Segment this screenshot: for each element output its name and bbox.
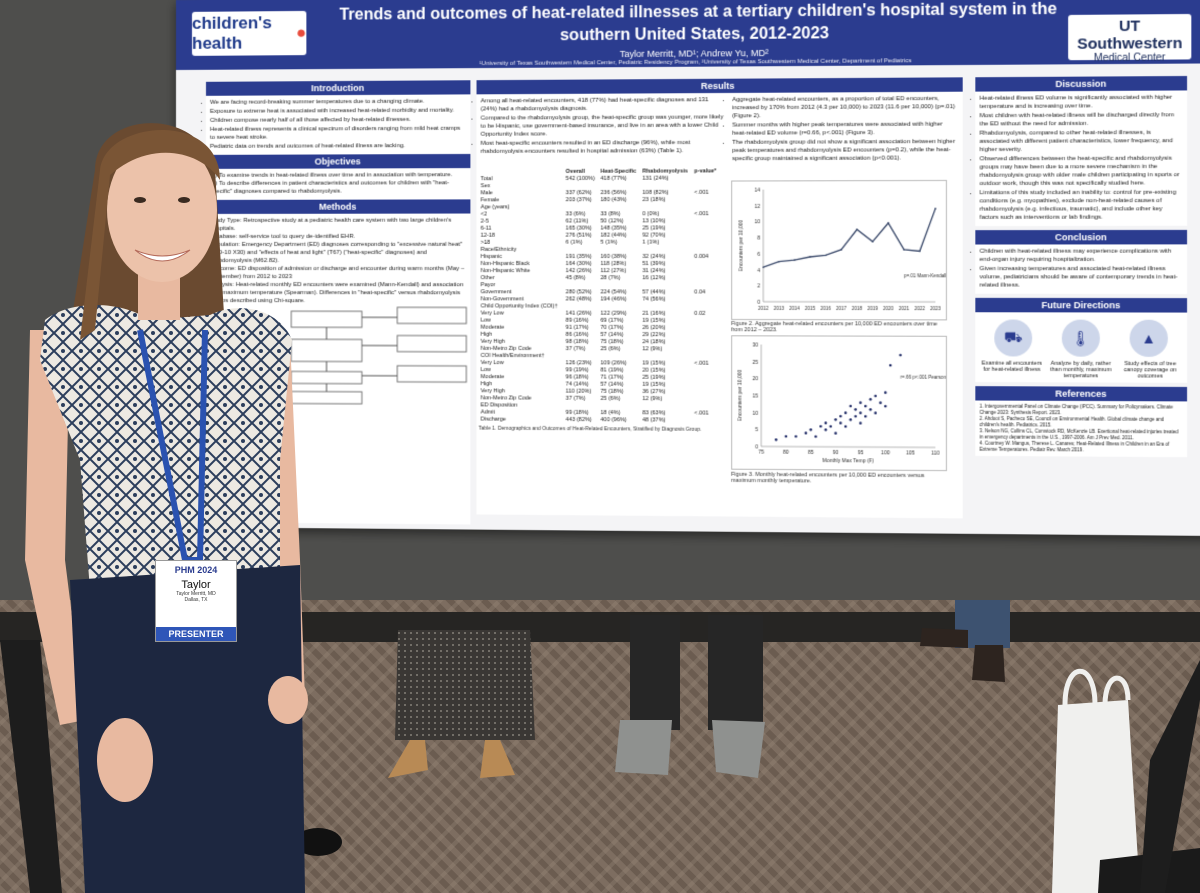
x-tick-label: 2021 [899, 306, 910, 311]
y-axis-label: Encounters per 10,000 [738, 220, 744, 272]
y-tick-label: 2 [757, 284, 760, 290]
x-tick-label: 2013 [774, 306, 785, 311]
chart-annotation: p=.01 Mann-Kendall [904, 274, 946, 279]
figure-3-scatter-plot: 0 5 10 15 20 25 30 75 80 85 90 95 100 105 110 Monthly M… [731, 335, 947, 472]
x-tick-label: 2020 [883, 306, 894, 311]
x-tick-label: 2012 [758, 306, 769, 311]
x-tick-label: 2016 [820, 306, 831, 311]
chart-annotation: r=.66 p<.001 Pearson [900, 375, 945, 380]
x-tick-label: 2019 [867, 306, 878, 311]
x-tick-label: 90 [833, 450, 839, 456]
y-tick-label: 15 [752, 393, 758, 399]
x-tick-label: 2022 [914, 306, 925, 311]
y-tick-label: 14 [754, 188, 760, 194]
x-tick-label: 2023 [930, 306, 941, 311]
x-tick-label: 2017 [836, 306, 847, 311]
y-tick-label: 4 [757, 268, 760, 274]
x-tick-label: 2015 [805, 306, 816, 311]
research-poster: children's health ● Trends and outcomes o… [176, 0, 1200, 537]
x-tick-label: 85 [808, 450, 814, 456]
y-tick-label: 20 [752, 376, 758, 382]
name-badge: PHM 2024 Taylor Taylor Merritt, MD Dalla… [155, 560, 237, 642]
y-tick-label: 30 [752, 342, 758, 348]
left-column: Introduction We are facing record-breaki… [205, 80, 471, 525]
x-tick-label: 105 [906, 450, 915, 456]
results-section: Results Among all heat-related encounter… [476, 77, 963, 519]
y-tick-label: 10 [752, 410, 758, 416]
y-tick-label: 0 [757, 300, 760, 306]
y-tick-label: 6 [757, 252, 760, 258]
y-tick-label: 0 [755, 444, 758, 450]
y-axis-label: Encounters per 10,000 [737, 369, 743, 421]
x-tick-label: 95 [858, 450, 864, 456]
x-tick-label: 2018 [852, 306, 863, 311]
y-tick-label: 25 [752, 359, 758, 365]
y-tick-label: 10 [754, 220, 760, 226]
x-tick-label: 2014 [789, 306, 800, 311]
y-tick-label: 12 [754, 204, 760, 210]
y-tick-label: 5 [755, 427, 758, 433]
x-axis-label: Monthly Max Temp (F) [822, 458, 874, 464]
x-tick-label: 80 [783, 450, 789, 456]
figure-2-line-chart: 0 2 4 6 8 10 12 14 2012 2013 2014 2015 2016 2017 2018 2… [731, 179, 947, 321]
x-tick-label: 100 [881, 450, 890, 456]
y-tick-label: 8 [757, 236, 760, 242]
methods-flowchart [206, 305, 470, 416]
x-tick-label: 75 [758, 449, 764, 455]
x-tick-label: 110 [931, 451, 940, 457]
